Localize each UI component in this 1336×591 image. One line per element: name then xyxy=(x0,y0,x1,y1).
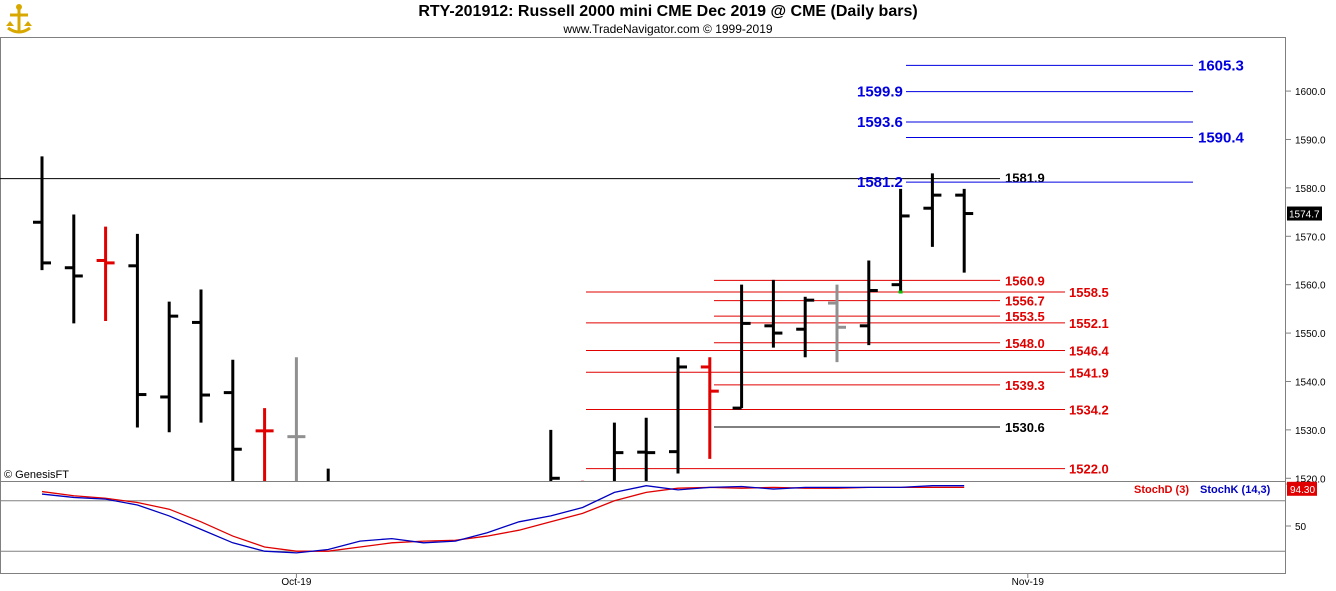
blue-level-label: 1599.9 xyxy=(857,84,903,101)
price-tick-label: 1560.0 xyxy=(1295,281,1326,292)
red-level-label: 1548.0 xyxy=(1005,336,1045,351)
red-level-label: 1534.2 xyxy=(1069,403,1109,418)
ohlc-bar xyxy=(326,468,330,481)
price-tick-label: 1530.0 xyxy=(1295,426,1326,437)
ohlc-bar xyxy=(64,214,83,324)
price-levels: 1581.9 1605.3 1599.9 1593.6 1590.4 1581.2 1560… xyxy=(0,57,1245,477)
chart-subtitle: www.TradeNavigator.com © 1999-2019 xyxy=(563,22,773,36)
ohlc-bar xyxy=(255,408,274,481)
ohlc-bar xyxy=(828,284,846,363)
red-level-label: 1556.7 xyxy=(1005,294,1045,309)
black-level-label: 1530.6 xyxy=(1005,420,1045,435)
price-tick-label: 1580.0 xyxy=(1295,184,1326,195)
ohlc-bar xyxy=(96,226,115,321)
ohlc-bar xyxy=(33,156,51,271)
copyright-text: © GenesisFT xyxy=(4,469,69,481)
ohlc-bar xyxy=(891,188,910,292)
price-tick-label: 1590.0 xyxy=(1295,135,1326,146)
ohlc-bar xyxy=(160,301,179,433)
ohlc-bar xyxy=(796,296,815,358)
price-tick-label: 1520.0 xyxy=(1295,474,1326,485)
ohlc-bar xyxy=(581,480,585,481)
red-level-label: 1558.5 xyxy=(1069,285,1109,300)
red-level-label: 1546.4 xyxy=(1069,344,1110,359)
red-level-label: 1539.3 xyxy=(1005,378,1045,393)
price-tick-label: 1600.0 xyxy=(1295,87,1326,98)
ohlc-bar xyxy=(764,279,783,348)
ohlc-bar xyxy=(287,357,306,481)
red-level-label: 1553.5 xyxy=(1005,309,1045,324)
last-price-label: 1574.7 xyxy=(1289,210,1320,221)
price-tick-label: 1570.0 xyxy=(1295,232,1326,243)
ohlc-bars xyxy=(33,156,974,575)
stoch-last-label: 94.30 xyxy=(1290,485,1315,496)
stochk-line xyxy=(41,485,965,554)
ohlc-bar xyxy=(478,502,496,575)
time-tick-label: Oct-19 xyxy=(281,577,311,588)
time-axis: Oct-19 Nov-19 xyxy=(281,574,1044,588)
stochastic-pane xyxy=(41,485,965,554)
blue-level-label: 1581.2 xyxy=(857,174,903,191)
stochk-legend: StochK (14,3) xyxy=(1200,484,1271,496)
blue-level-label: 1590.4 xyxy=(1198,130,1245,147)
red-level-label: 1522.0 xyxy=(1069,462,1109,477)
resistance-label: 1581.9 xyxy=(1005,171,1045,186)
ohlc-bar xyxy=(128,233,147,428)
ohlc-bar xyxy=(669,357,687,474)
price-axis: 1520.0 1530.0 1540.0 1550.0 1560.0 1570.0 1580… xyxy=(1286,87,1326,485)
ohlc-bar xyxy=(700,357,719,459)
ohlc-bar xyxy=(955,188,974,273)
stoch-axis: 5010094.30 xyxy=(0,480,1317,552)
last-price-badge xyxy=(1287,206,1322,221)
ohlc-bar-group xyxy=(33,156,974,575)
ohlc-bar xyxy=(923,173,942,247)
ohlc-bar xyxy=(383,483,401,575)
ohlc-bar xyxy=(637,417,656,481)
ohlc-bar xyxy=(192,289,210,423)
ohlc-bar xyxy=(612,422,624,481)
red-level-label: 1560.9 xyxy=(1005,273,1045,288)
ohlc-bar xyxy=(859,260,878,346)
ohlc-bar xyxy=(223,359,242,481)
signal-marker xyxy=(898,290,903,294)
blue-level-label: 1593.6 xyxy=(857,114,903,131)
ohlc-bar xyxy=(549,429,560,481)
red-level-label: 1541.9 xyxy=(1069,365,1109,380)
ohlc-bar xyxy=(732,284,751,410)
price-tick-label: 1540.0 xyxy=(1295,377,1326,388)
price-tick-label: 1550.0 xyxy=(1295,329,1326,340)
ohlc-bar xyxy=(415,498,433,575)
stoch-tick-label: 50 xyxy=(1295,522,1307,533)
stoch-last-badge xyxy=(1287,481,1317,496)
blue-level-label: 1605.3 xyxy=(1198,57,1244,74)
stochd-legend: StochD (3) xyxy=(1134,484,1189,496)
chart-title: RTY-201912: Russell 2000 mini CME Dec 20… xyxy=(418,3,918,20)
time-tick-label: Nov-19 xyxy=(1012,577,1045,588)
red-level-label: 1552.1 xyxy=(1069,316,1109,331)
genesis-logo-icon xyxy=(4,2,34,36)
stochd-line xyxy=(41,486,965,552)
